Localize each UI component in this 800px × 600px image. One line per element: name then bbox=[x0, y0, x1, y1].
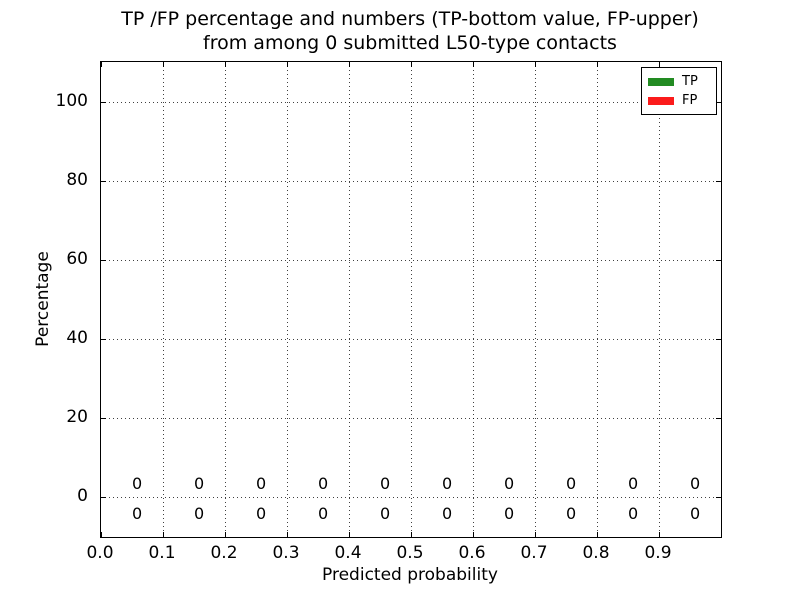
chart-title: TP /FP percentage and numbers (TP-bottom… bbox=[100, 7, 720, 55]
y-tick-label: 20 bbox=[66, 407, 88, 428]
x-tick-bottom bbox=[163, 532, 164, 537]
x-gridline bbox=[597, 62, 598, 537]
x-tick-bottom bbox=[473, 532, 474, 537]
y-gridline bbox=[101, 497, 721, 499]
tp-count-label: 0 bbox=[690, 504, 701, 524]
x-gridline bbox=[659, 62, 660, 537]
chart-title-line2: from among 0 submitted L50-type contacts bbox=[203, 32, 617, 54]
x-tick-top bbox=[163, 62, 164, 67]
x-gridline bbox=[411, 62, 412, 537]
x-tick-top bbox=[597, 62, 598, 67]
y-tick-label: 80 bbox=[66, 169, 88, 190]
y-tick-left bbox=[101, 180, 106, 182]
fp-count-label: 0 bbox=[628, 474, 639, 494]
legend-label-tp: TP bbox=[682, 74, 698, 89]
y-tick-left bbox=[101, 259, 106, 261]
x-gridline bbox=[473, 62, 474, 537]
x-tick-bottom bbox=[597, 532, 598, 537]
x-tick-label: 0.0 bbox=[86, 543, 114, 563]
x-tick-bottom bbox=[225, 532, 226, 537]
tp-count-label: 0 bbox=[132, 504, 143, 524]
fp-count-label: 0 bbox=[380, 474, 391, 494]
y-tick-right bbox=[716, 259, 721, 261]
fp-count-label: 0 bbox=[256, 474, 267, 494]
y-gridline bbox=[101, 259, 721, 261]
x-tick-label: 0.6 bbox=[458, 543, 486, 563]
x-tick-label: 0.1 bbox=[148, 543, 176, 563]
x-tick-label: 0.2 bbox=[210, 543, 238, 563]
x-tick-top bbox=[101, 62, 102, 67]
x-tick-label: 0.7 bbox=[520, 543, 548, 563]
x-tick-bottom bbox=[101, 532, 102, 537]
tp-count-label: 0 bbox=[194, 504, 205, 524]
legend-swatch-tp bbox=[648, 77, 674, 86]
y-tick-left bbox=[101, 101, 106, 103]
x-tick-label: 0.8 bbox=[582, 543, 610, 563]
fp-count-label: 0 bbox=[504, 474, 515, 494]
fp-count-label: 0 bbox=[194, 474, 205, 494]
tp-count-label: 0 bbox=[442, 504, 453, 524]
x-tick-top bbox=[349, 62, 350, 67]
x-tick-label: 0.4 bbox=[334, 543, 362, 563]
legend-entry-tp: TP bbox=[648, 72, 716, 91]
y-tick-label: 60 bbox=[66, 248, 88, 269]
x-gridline bbox=[287, 62, 288, 537]
y-tick-right bbox=[716, 339, 721, 341]
chart-title-line1: TP /FP percentage and numbers (TP-bottom… bbox=[121, 8, 699, 30]
y-tick-label: 0 bbox=[77, 486, 88, 507]
tp-count-label: 0 bbox=[380, 504, 391, 524]
y-tick-right bbox=[716, 418, 721, 420]
y-tick-right bbox=[716, 101, 721, 103]
fp-count-label: 0 bbox=[442, 474, 453, 494]
x-axis-label: Predicted probability bbox=[322, 565, 498, 585]
x-gridline bbox=[535, 62, 536, 537]
plot-area: TP FP 0 0 0 0 0 0 0 0 0 0 0 0 0 0 0 0 0 0 0 0 bbox=[100, 61, 722, 538]
legend-entry-fp: FP bbox=[648, 91, 716, 110]
x-gridline bbox=[163, 62, 164, 537]
x-tick-top bbox=[225, 62, 226, 67]
x-tick-bottom bbox=[349, 532, 350, 537]
y-tick-label: 40 bbox=[66, 328, 88, 349]
tp-count-label: 0 bbox=[318, 504, 329, 524]
x-tick-bottom bbox=[535, 532, 536, 537]
x-tick-label: 0.3 bbox=[272, 543, 300, 563]
tp-count-label: 0 bbox=[504, 504, 515, 524]
x-tick-label: 0.5 bbox=[396, 543, 424, 563]
x-tick-top bbox=[287, 62, 288, 67]
x-tick-label: 0.9 bbox=[644, 543, 672, 563]
x-gridline bbox=[349, 62, 350, 537]
y-tick-left bbox=[101, 339, 106, 341]
tp-count-label: 0 bbox=[256, 504, 267, 524]
fp-count-label: 0 bbox=[132, 474, 143, 494]
y-tick-right bbox=[716, 497, 721, 499]
x-tick-bottom bbox=[411, 532, 412, 537]
x-tick-top bbox=[411, 62, 412, 67]
tp-count-label: 0 bbox=[566, 504, 577, 524]
legend: TP FP bbox=[641, 67, 717, 115]
x-tick-top bbox=[473, 62, 474, 67]
tp-count-label: 0 bbox=[628, 504, 639, 524]
y-tick-right bbox=[716, 180, 721, 182]
x-gridline bbox=[225, 62, 226, 537]
y-gridline bbox=[101, 101, 721, 103]
x-tick-bottom bbox=[659, 532, 660, 537]
fp-count-label: 0 bbox=[690, 474, 701, 494]
legend-label-fp: FP bbox=[682, 93, 698, 108]
y-gridline bbox=[101, 180, 721, 182]
fp-count-label: 0 bbox=[318, 474, 329, 494]
y-gridline bbox=[101, 339, 721, 341]
y-gridline bbox=[101, 418, 721, 420]
x-tick-bottom bbox=[287, 532, 288, 537]
y-tick-label: 100 bbox=[55, 90, 88, 111]
x-tick-top bbox=[659, 62, 660, 67]
x-tick-top bbox=[535, 62, 536, 67]
legend-swatch-fp bbox=[648, 96, 674, 105]
y-tick-left bbox=[101, 418, 106, 420]
y-tick-left bbox=[101, 497, 106, 499]
fp-count-label: 0 bbox=[566, 474, 577, 494]
